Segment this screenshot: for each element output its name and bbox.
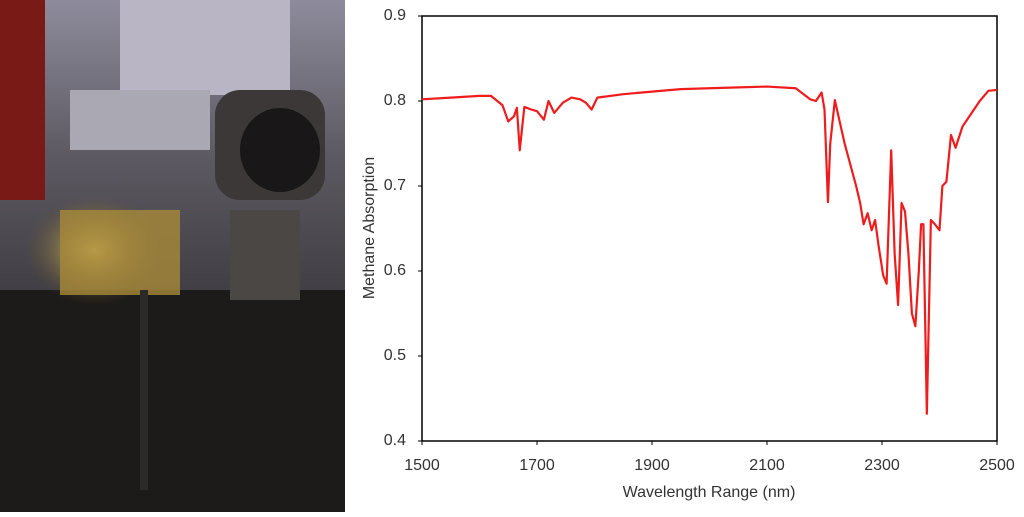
y-tick-label: 0.6 <box>384 262 406 279</box>
y-tick-label: 0.5 <box>384 347 406 364</box>
detector-opening <box>240 108 320 192</box>
y-tick-label: 0.7 <box>384 177 406 194</box>
data-line <box>421 85 998 415</box>
x-tick-label: 1500 <box>404 457 440 474</box>
gas-cell <box>60 210 180 295</box>
x-tick-label: 1700 <box>519 457 555 474</box>
post <box>140 290 148 490</box>
y-axis-label: Methane Absorption <box>361 157 378 299</box>
mount <box>230 210 300 300</box>
plot-frame <box>421 15 998 442</box>
lab-photo <box>0 0 345 512</box>
x-tick-label: 1900 <box>634 457 670 474</box>
x-tick-label: 2100 <box>749 457 785 474</box>
red-equipment <box>0 0 45 200</box>
y-tick-label: 0.9 <box>384 7 406 24</box>
optical-table <box>0 290 345 512</box>
wall-light <box>120 0 290 95</box>
y-tick-label: 0.8 <box>384 92 406 109</box>
cabinet <box>70 90 210 150</box>
x-axis-label: Wavelength Range (nm) <box>623 484 796 501</box>
x-tick-label: 2500 <box>979 457 1015 474</box>
x-tick-label: 2300 <box>864 457 900 474</box>
y-tick-label: 0.4 <box>384 432 406 449</box>
